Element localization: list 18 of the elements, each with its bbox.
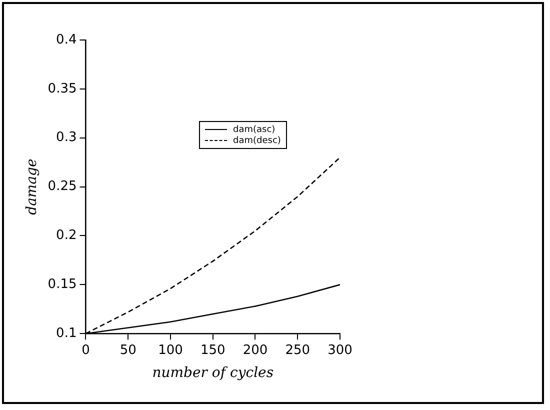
legend-label: dam(asc) — [233, 124, 276, 134]
x-tick-label: 250 — [285, 342, 310, 358]
x-tick-label: 0 — [82, 342, 90, 358]
legend-label: dam(desc) — [233, 136, 281, 146]
x-tick-label: 300 — [328, 342, 352, 358]
y-axis-title: damage — [24, 158, 40, 215]
y-tick-label: 0.1 — [56, 326, 77, 341]
x-axis-title: number of cycles — [152, 365, 274, 382]
y-tick-label: 0.25 — [48, 179, 77, 194]
x-tick-label: 100 — [158, 342, 183, 358]
x-tick-label: 50 — [120, 342, 136, 358]
x-tick-label: 200 — [242, 342, 268, 358]
x-tick-label: 150 — [200, 342, 226, 358]
y-tick-label: 0.2 — [56, 228, 77, 244]
y-tick-label: 0.15 — [48, 277, 77, 292]
y-tick-label: 0.35 — [48, 81, 77, 96]
y-tick-label: 0.3 — [56, 130, 77, 146]
y-tick-label: 0.4 — [56, 32, 77, 48]
